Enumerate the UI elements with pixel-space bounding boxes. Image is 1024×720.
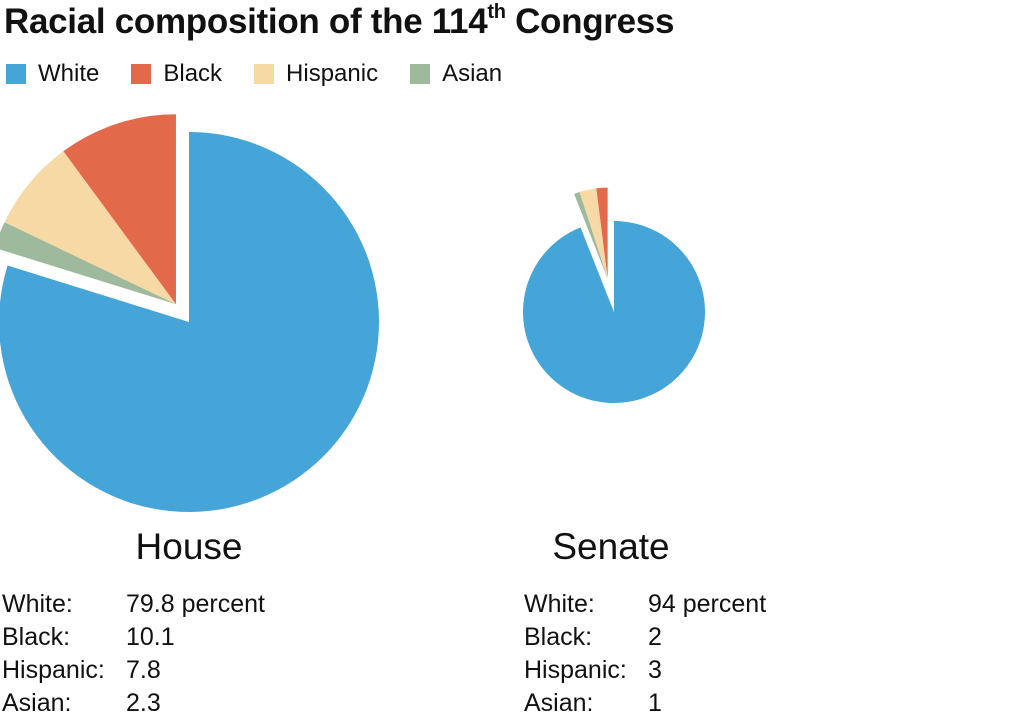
senate-pie-slice-asian xyxy=(574,192,608,279)
senate-stat-value: 94 percent xyxy=(648,590,767,618)
house-pie-label: House xyxy=(135,526,243,567)
legend-label-white: White xyxy=(38,60,100,87)
senate-stat-name: Hispanic: xyxy=(524,656,627,684)
house-pie-slice-white xyxy=(0,132,379,512)
house-stat-value: 10.1 xyxy=(126,623,175,651)
legend-item-white: White xyxy=(6,60,99,88)
senate-stat-row-white: White: 94 percent xyxy=(524,588,766,621)
house-stat-row-asian: Asian: 2.3 xyxy=(2,687,265,720)
legend-item-asian: Asian xyxy=(410,60,502,88)
senate-pie xyxy=(523,187,705,403)
senate-pie-slice-hispanic xyxy=(579,188,608,279)
legend-swatch-asian xyxy=(410,64,431,84)
chart-title-suffix: Congress xyxy=(505,2,675,41)
legend-swatch-hispanic xyxy=(254,64,275,84)
house-stat-row-hispanic: Hispanic: 7.8 xyxy=(2,654,265,687)
house-stat-name: Black: xyxy=(2,623,71,651)
house-stat-name: Asian: xyxy=(2,689,72,717)
house-stats: White: 79.8 percent Black: 10.1 Hispanic… xyxy=(2,588,265,720)
house-stat-row-black: Black: 10.1 xyxy=(2,621,265,654)
house-stat-value: 2.3 xyxy=(126,689,161,717)
senate-stat-row-asian: Asian: 1 xyxy=(524,687,766,720)
senate-stats: White: 94 percent Black: 2 Hispanic: 3 A… xyxy=(524,588,766,720)
house-stat-row-white: White: 79.8 percent xyxy=(2,588,265,621)
legend-swatch-white xyxy=(6,64,26,84)
legend-label-hispanic: Hispanic xyxy=(286,60,379,87)
house-stat-value: 7.8 xyxy=(126,656,161,684)
senate-pie-label: Senate xyxy=(552,526,670,567)
legend-item-black: Black xyxy=(131,60,222,88)
senate-pie-slice-black xyxy=(596,187,608,279)
senate-stat-name: Asian: xyxy=(524,689,594,717)
senate-stat-row-hispanic: Hispanic: 3 xyxy=(524,654,766,687)
house-stat-value: 79.8 percent xyxy=(126,590,265,618)
house-stat-name: White: xyxy=(2,590,73,618)
legend-label-black: Black xyxy=(163,60,223,87)
legend-label-asian: Asian xyxy=(442,60,503,87)
house-pie-slice-hispanic xyxy=(4,151,176,305)
senate-stat-value: 2 xyxy=(648,623,662,651)
legend-swatch-black xyxy=(131,64,152,84)
senate-pie-slice-white xyxy=(523,221,705,403)
senate-stat-value: 1 xyxy=(648,689,662,717)
senate-stat-name: Black: xyxy=(524,623,593,651)
house-pie-slice-black xyxy=(63,114,176,305)
legend: White Black Hispanic Asian xyxy=(6,60,534,88)
chart-title: Racial composition of the 114th Congress xyxy=(4,2,674,42)
legend-item-hispanic: Hispanic xyxy=(254,60,378,88)
chart-title-superscript: th xyxy=(487,1,506,23)
house-pie-slice-asian xyxy=(0,222,176,305)
senate-stat-name: White: xyxy=(524,590,595,618)
house-pie xyxy=(0,114,379,512)
chart-title-text: Racial composition of the 114 xyxy=(4,2,488,41)
senate-stat-value: 3 xyxy=(648,656,662,684)
house-stat-name: Hispanic: xyxy=(2,656,105,684)
senate-stat-row-black: Black: 2 xyxy=(524,621,766,654)
